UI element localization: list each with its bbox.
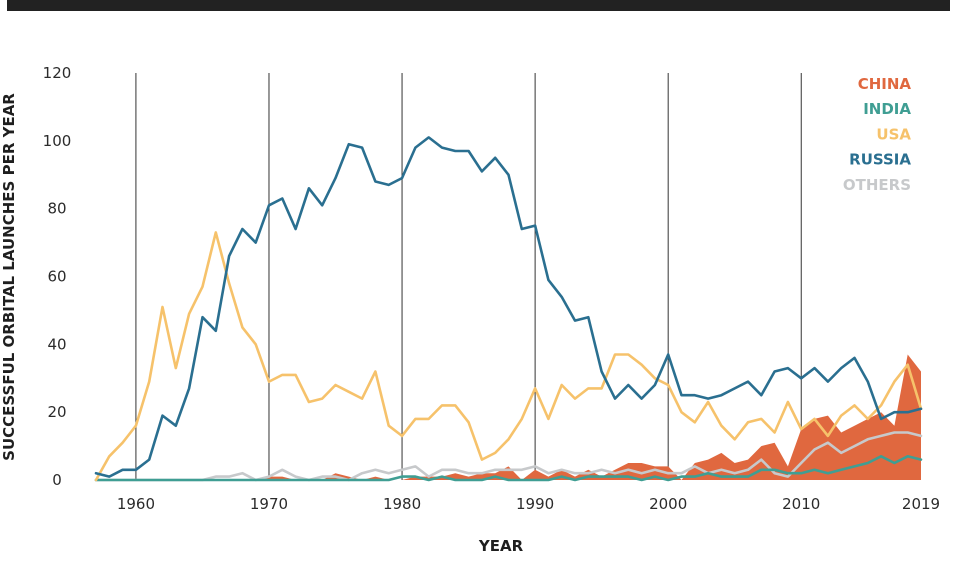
decade-gridlines (135, 73, 802, 480)
y-tick-100: 100 (43, 132, 72, 150)
series-area-china (96, 354, 921, 480)
legend-item-china: CHINA (858, 75, 912, 93)
y-tick-40: 40 (47, 335, 66, 353)
series-line-india (94, 454, 923, 482)
y-tick-120: 120 (43, 64, 72, 82)
x-axis-ticks: 1960 1970 1980 1990 2000 2010 2019 (117, 495, 940, 513)
y-tick-60: 60 (47, 268, 66, 286)
series-line-usa (94, 231, 923, 482)
legend-item-usa: USA (876, 125, 911, 143)
y-axis-title: SUCCESSFUL ORBITAL LAUNCHES PER YEAR (0, 93, 18, 461)
x-axis-title: YEAR (478, 537, 524, 555)
legend-item-india: INDIA (863, 100, 911, 118)
legend-item-others: OTHERS (843, 176, 911, 194)
x-tick-1960: 1960 (117, 495, 155, 513)
legend-item-russia: RUSSIA (849, 151, 911, 169)
x-tick-2010: 2010 (782, 495, 820, 513)
area-series-layer (96, 354, 921, 480)
legend: CHINA INDIA USA RUSSIA OTHERS (843, 75, 912, 194)
x-tick-1980: 1980 (383, 495, 421, 513)
y-tick-20: 20 (47, 403, 66, 421)
x-tick-1970: 1970 (250, 495, 288, 513)
line-series-layer (94, 136, 923, 482)
y-tick-80: 80 (47, 200, 66, 218)
y-tick-0: 0 (52, 471, 62, 489)
x-tick-2019: 2019 (902, 495, 940, 513)
top-rule-bar (7, 0, 950, 11)
series-line-russia (94, 136, 923, 478)
y-axis-ticks: 0 20 40 60 80 100 120 (43, 64, 72, 489)
x-tick-1990: 1990 (516, 495, 554, 513)
series-line-others (94, 431, 923, 482)
x-tick-2000: 2000 (649, 495, 687, 513)
